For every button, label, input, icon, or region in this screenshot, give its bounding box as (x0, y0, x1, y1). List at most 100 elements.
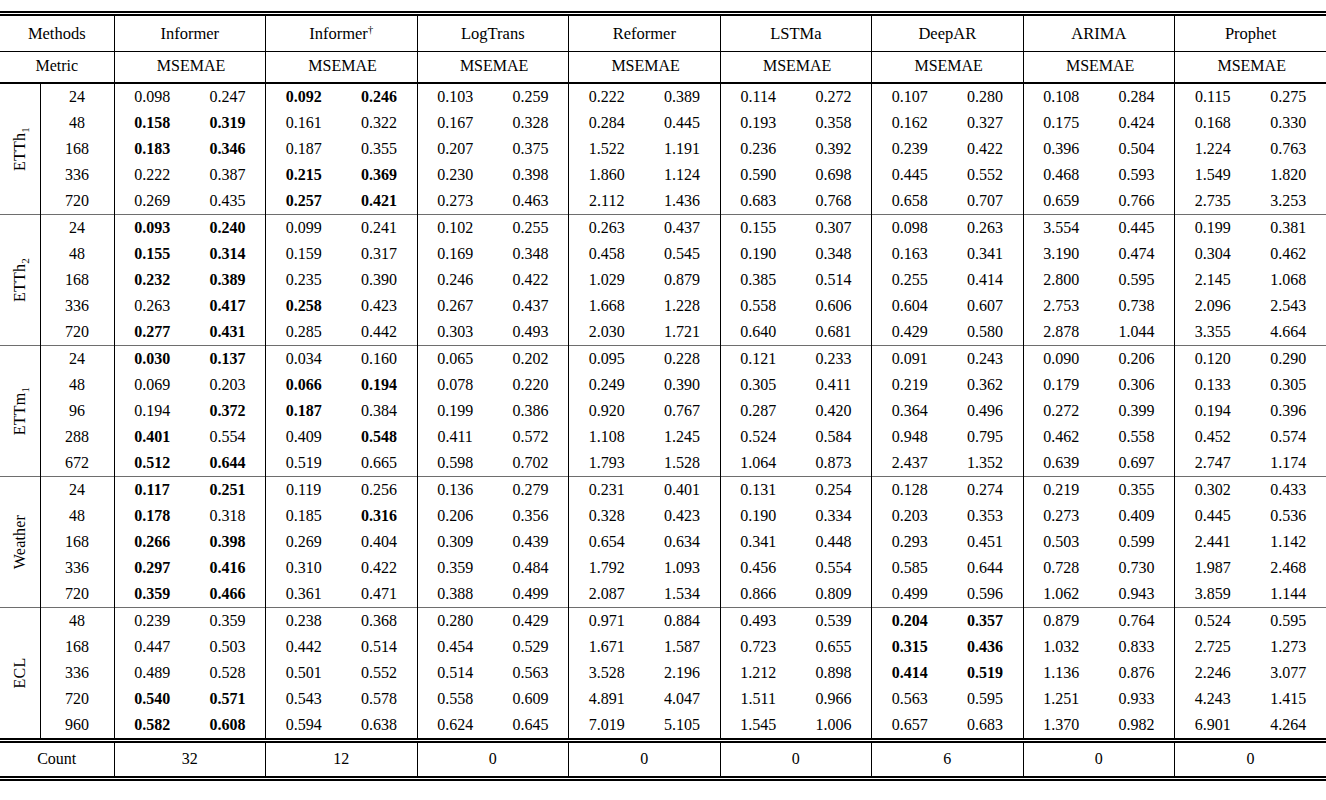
mse-value: 0.468 (1023, 162, 1099, 188)
mae-value: 0.240 (190, 215, 266, 242)
mae-value: 0.307 (796, 215, 872, 242)
mae-value: 0.369 (341, 162, 417, 188)
mse-value: 0.558 (417, 686, 493, 712)
mae-value: 0.330 (1250, 110, 1326, 136)
horizon-cell: 720 (40, 581, 114, 608)
mse-value: 0.136 (417, 477, 493, 504)
mae-value: 0.322 (341, 110, 417, 136)
mse-value: 0.206 (417, 503, 493, 529)
mae-header: MAE (1250, 52, 1326, 84)
mse-value: 0.232 (114, 267, 190, 293)
mae-value: 0.353 (947, 503, 1023, 529)
mse-value: 0.159 (266, 241, 342, 267)
mse-value: 0.364 (872, 398, 948, 424)
mae-value: 1.228 (644, 293, 720, 319)
mae-value: 0.424 (1099, 110, 1175, 136)
mse-value: 2.246 (1175, 660, 1251, 686)
mse-value: 0.273 (417, 188, 493, 215)
mse-value: 0.098 (114, 83, 190, 110)
mae-value: 0.884 (644, 608, 720, 635)
mae-value: 0.194 (341, 372, 417, 398)
mae-value: 0.386 (493, 398, 569, 424)
horizon-cell: 720 (40, 686, 114, 712)
mae-value: 5.105 (644, 712, 720, 741)
mae-value: 0.368 (341, 608, 417, 635)
horizon-cell: 168 (40, 529, 114, 555)
mse-value: 0.185 (266, 503, 342, 529)
mae-value: 0.536 (1250, 503, 1326, 529)
mse-value: 0.103 (417, 83, 493, 110)
mae-value: 0.362 (947, 372, 1023, 398)
mae-value: 0.390 (341, 267, 417, 293)
mae-value: 0.275 (1250, 83, 1326, 110)
table-row: 2880.4010.5540.4090.5480.4110.5721.1081.… (0, 424, 1326, 450)
mae-value: 0.451 (947, 529, 1023, 555)
mse-value: 2.112 (569, 188, 645, 215)
mse-value: 1.549 (1175, 162, 1251, 188)
method-header: Prophet (1175, 14, 1326, 52)
mse-value: 0.598 (417, 450, 493, 477)
table-row: 7200.5400.5710.5430.5780.5580.6094.8914.… (0, 686, 1326, 712)
mae-value: 0.399 (1099, 398, 1175, 424)
mse-value: 0.582 (114, 712, 190, 741)
mse-value: 0.222 (569, 83, 645, 110)
mse-value: 0.235 (266, 267, 342, 293)
mse-value: 0.107 (872, 83, 948, 110)
horizon-cell: 48 (40, 372, 114, 398)
mse-value: 0.169 (417, 241, 493, 267)
table-row: 3360.2220.3870.2150.3690.2300.3981.8601.… (0, 162, 1326, 188)
mse-value: 0.503 (1023, 529, 1099, 555)
mae-value: 0.417 (190, 293, 266, 319)
mae-value: 0.396 (1250, 398, 1326, 424)
mae-value: 0.445 (1099, 215, 1175, 242)
mse-value: 0.179 (1023, 372, 1099, 398)
results-table: Methods InformerInformer†LogTransReforme… (0, 11, 1326, 781)
mae-value: 0.982 (1099, 712, 1175, 741)
mse-value: 0.524 (1175, 608, 1251, 635)
mae-value: 0.392 (796, 136, 872, 162)
mse-value: 0.388 (417, 581, 493, 608)
mae-value: 0.202 (493, 346, 569, 373)
dataset-label-text: ECL (10, 658, 30, 689)
mae-header: MAE (947, 52, 1023, 84)
method-header: Informer† (266, 14, 418, 52)
mae-value: 0.655 (796, 634, 872, 660)
mse-value: 0.640 (720, 319, 796, 346)
mae-value: 0.448 (796, 529, 872, 555)
mae-value: 0.558 (1099, 424, 1175, 450)
mae-value: 0.503 (190, 634, 266, 660)
mae-value: 0.644 (190, 450, 266, 477)
mse-value: 0.187 (266, 398, 342, 424)
mse-value: 0.590 (720, 162, 796, 188)
mae-value: 0.401 (644, 477, 720, 504)
mse-value: 0.190 (720, 503, 796, 529)
mse-value: 0.120 (1175, 346, 1251, 373)
mae-value: 0.966 (796, 686, 872, 712)
mse-value: 0.866 (720, 581, 796, 608)
mse-value: 2.878 (1023, 319, 1099, 346)
mse-value: 0.255 (872, 267, 948, 293)
mae-value: 0.548 (341, 424, 417, 450)
dataset-subscript: 2 (19, 258, 31, 264)
mae-value: 0.241 (341, 215, 417, 242)
mse-value: 0.267 (417, 293, 493, 319)
mae-value: 0.496 (947, 398, 1023, 424)
mse-value: 0.385 (720, 267, 796, 293)
mae-value: 0.809 (796, 581, 872, 608)
count-label: Count (0, 741, 114, 779)
mse-value: 1.522 (569, 136, 645, 162)
mae-value: 0.423 (341, 293, 417, 319)
mae-header: MAE (341, 52, 417, 84)
mae-value: 0.571 (190, 686, 266, 712)
mse-value: 0.303 (417, 319, 493, 346)
methods-row: Methods InformerInformer†LogTransReforme… (0, 14, 1326, 52)
mse-value: 2.145 (1175, 267, 1251, 293)
mse-value: 0.315 (872, 634, 948, 660)
mae-value: 0.702 (493, 450, 569, 477)
mse-header: MSE (569, 52, 645, 84)
mae-value: 0.554 (190, 424, 266, 450)
dataset-label: ECL (0, 608, 40, 741)
mse-value: 0.155 (114, 241, 190, 267)
mae-value: 0.552 (341, 660, 417, 686)
mae-value: 3.253 (1250, 188, 1326, 215)
